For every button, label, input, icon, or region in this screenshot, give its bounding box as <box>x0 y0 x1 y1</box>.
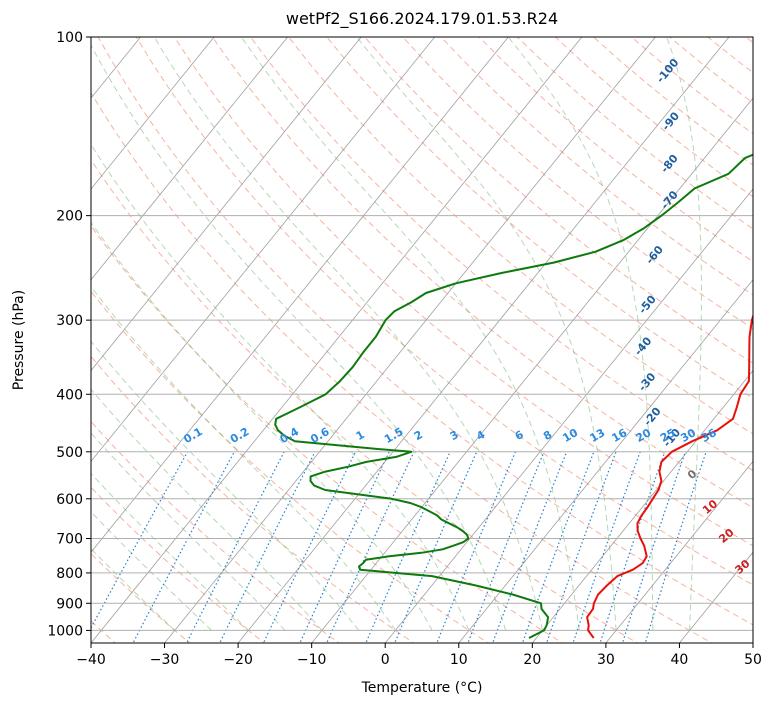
isotherm-line <box>237 37 730 643</box>
moist-adiabat-line <box>356 37 617 631</box>
moist-adiabat-line <box>240 37 580 631</box>
mixing-ratio-line <box>219 451 316 643</box>
dry-adiabat-line <box>211 37 753 509</box>
y-tick-label: 200 <box>56 209 83 225</box>
isotherm-line <box>91 37 436 463</box>
mixing-ratio-line <box>545 451 617 643</box>
dry-adiabat-line <box>91 486 266 643</box>
x-tick-label: 30 <box>597 652 615 668</box>
moist-adiabat-line <box>91 285 396 631</box>
mixing-ratio-line <box>492 451 568 643</box>
mixing-ratio-line <box>572 451 641 643</box>
isotherm-line <box>91 37 583 643</box>
moist-adiabat-line <box>507 37 654 631</box>
isotherms <box>91 37 753 643</box>
y-axis-label: Pressure (hPa) <box>11 290 27 390</box>
y-tick-label: 900 <box>56 596 83 612</box>
plot-frame <box>90 36 754 644</box>
moist-adiabat-line <box>91 221 433 631</box>
dry-adiabat-line <box>173 37 753 547</box>
y-tick-label: 600 <box>56 492 83 508</box>
x-tick-label: −30 <box>150 652 180 668</box>
x-tick-label: 0 <box>381 652 390 668</box>
dry-adiabat-line <box>97 37 753 626</box>
isotherm-line <box>605 460 753 643</box>
mixing-ratio-line <box>621 451 686 643</box>
y-axis: 100 200 300 400 500 600 700 800 900 1000 <box>47 30 91 639</box>
moist-adiabat-line <box>666 37 702 631</box>
y-tick-label: 400 <box>56 387 83 403</box>
pressure-gridlines <box>91 37 753 631</box>
x-axis: −40 −30 −20 −10 0 10 20 30 40 50 <box>76 643 762 668</box>
moist-adiabat-line <box>91 388 323 631</box>
x-axis-label: Temperature (°C) <box>361 680 483 696</box>
x-tick-label: 10 <box>450 652 468 668</box>
y-tick-label: 100 <box>56 30 83 46</box>
sounding-series <box>274 153 753 639</box>
y-tick-label: 700 <box>56 532 83 548</box>
isotherm-line <box>458 279 753 643</box>
dry-adiabat-line <box>135 37 753 586</box>
mixing-ratio-line <box>644 451 707 643</box>
dry-adiabats <box>91 37 753 643</box>
isotherm-line <box>531 369 753 643</box>
dewpoint-profile <box>274 153 753 639</box>
moist-adiabat-line <box>91 548 176 631</box>
y-tick-label: 1000 <box>47 623 83 639</box>
moist-adiabats <box>91 37 702 631</box>
isotherm-line <box>91 37 289 281</box>
moist-adiabat-line <box>153 37 543 631</box>
y-tick-label: 800 <box>56 566 83 582</box>
x-tick-label: 40 <box>671 652 689 668</box>
dry-adiabat-label: 40 <box>752 585 772 605</box>
x-tick-label: −40 <box>76 652 106 668</box>
x-tick-label: −10 <box>297 652 327 668</box>
y-tick-label: 500 <box>56 445 83 461</box>
isotherm-line <box>311 97 753 643</box>
x-tick-label: −20 <box>223 652 253 668</box>
y-tick-label: 300 <box>56 313 83 329</box>
mixing-ratio-line <box>599 451 666 643</box>
isotherm-line <box>91 37 362 372</box>
isotherm-line <box>91 37 509 553</box>
isotherm-line <box>164 37 656 643</box>
dry-adiabat-line <box>440 37 753 296</box>
x-tick-label: 50 <box>744 652 762 668</box>
isotherm-line <box>384 188 753 643</box>
moist-adiabat-line <box>91 340 359 631</box>
chart-title: wetPf2_S166.2024.179.01.53.R24 <box>286 9 558 29</box>
isotherm-line <box>91 37 215 190</box>
mixing-ratio-line <box>436 451 517 643</box>
dry-adiabat-line <box>91 420 340 643</box>
dry-adiabat-line <box>91 225 564 643</box>
mixing-ratio-line <box>521 451 595 643</box>
dry-adiabat-line <box>364 37 753 364</box>
temperature-profile <box>586 313 753 639</box>
mixing-ratio-line <box>326 451 415 643</box>
dry-adiabat-line <box>402 37 753 330</box>
moist-adiabat-line <box>91 510 212 631</box>
x-tick-label: 20 <box>523 652 541 668</box>
mixing-ratio-line <box>185 451 285 643</box>
